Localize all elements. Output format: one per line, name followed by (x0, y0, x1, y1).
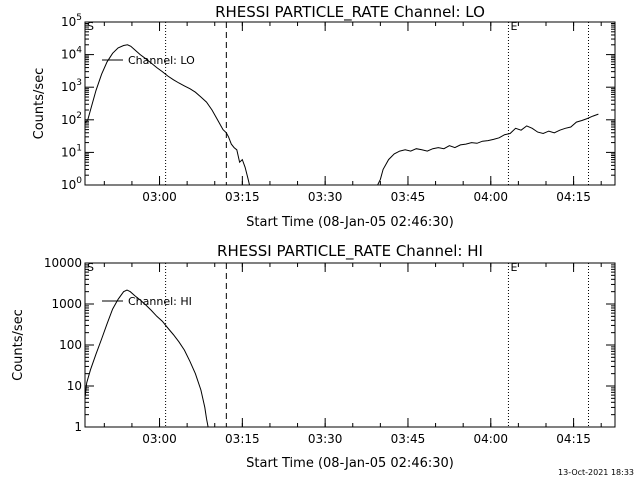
y-tick-label: 100 (59, 338, 82, 352)
y-tick-label: 1000 (51, 297, 82, 311)
x-tick-label: 03:30 (308, 190, 343, 204)
y-tick-label: 102 (61, 111, 82, 127)
x-tick-label: 03:15 (225, 190, 260, 204)
x-tick-label: 04:15 (556, 432, 591, 446)
x-tick-label: 03:45 (391, 190, 426, 204)
x-tick-label: 04:00 (473, 190, 508, 204)
time-marker-s: S (87, 261, 94, 274)
series-line-lo (85, 44, 250, 185)
x-tick-label: 03:00 (142, 432, 177, 446)
x-tick-label: 04:00 (473, 432, 508, 446)
chart-title: RHESSI PARTICLE_RATE Channel: LO (215, 3, 485, 22)
series-line-hi (85, 289, 209, 427)
y-tick-label: 100 (61, 176, 82, 192)
x-tick-label: 04:15 (556, 190, 591, 204)
legend-label: Channel: LO (128, 54, 195, 67)
x-tick-label: 03:15 (225, 432, 260, 446)
y-tick-label: 1 (74, 420, 82, 434)
y-tick-label: 103 (61, 78, 82, 94)
plot-frame (84, 262, 616, 428)
x-tick-label: 03:45 (391, 432, 426, 446)
y-axis-label: Counts/sec (32, 68, 47, 140)
time-marker-e: E (510, 20, 517, 33)
y-tick-label: 105 (61, 13, 82, 29)
timestamp: 13-Oct-2021 18:33 (558, 468, 634, 477)
series-line-lo (377, 113, 599, 185)
y-tick-label: 10 (67, 379, 82, 393)
chart-lo: RHESSI PARTICLE_RATE Channel: LO 100 101 10… (32, 3, 616, 230)
y-tick-label: 10000 (44, 256, 82, 270)
chart-title: RHESSI PARTICLE_RATE Channel: HI (217, 242, 483, 261)
chart-hi: RHESSI PARTICLE_RATE Channel: HI 1 10 100 10… (11, 242, 616, 471)
time-marker-s: S (87, 20, 94, 33)
x-axis-label: Start Time (08-Jan-05 02:46:30) (246, 215, 454, 230)
x-tick-label: 03:00 (142, 190, 177, 204)
y-tick-label: 104 (61, 46, 82, 62)
y-axis-label: Counts/sec (11, 309, 26, 381)
time-marker-e: E (510, 261, 517, 274)
legend-label: Channel: HI (128, 295, 192, 308)
x-axis-label: Start Time (08-Jan-05 02:46:30) (246, 456, 454, 471)
plot-frame (84, 21, 616, 186)
x-tick-label: 03:30 (308, 432, 343, 446)
y-tick-label: 101 (61, 143, 82, 159)
